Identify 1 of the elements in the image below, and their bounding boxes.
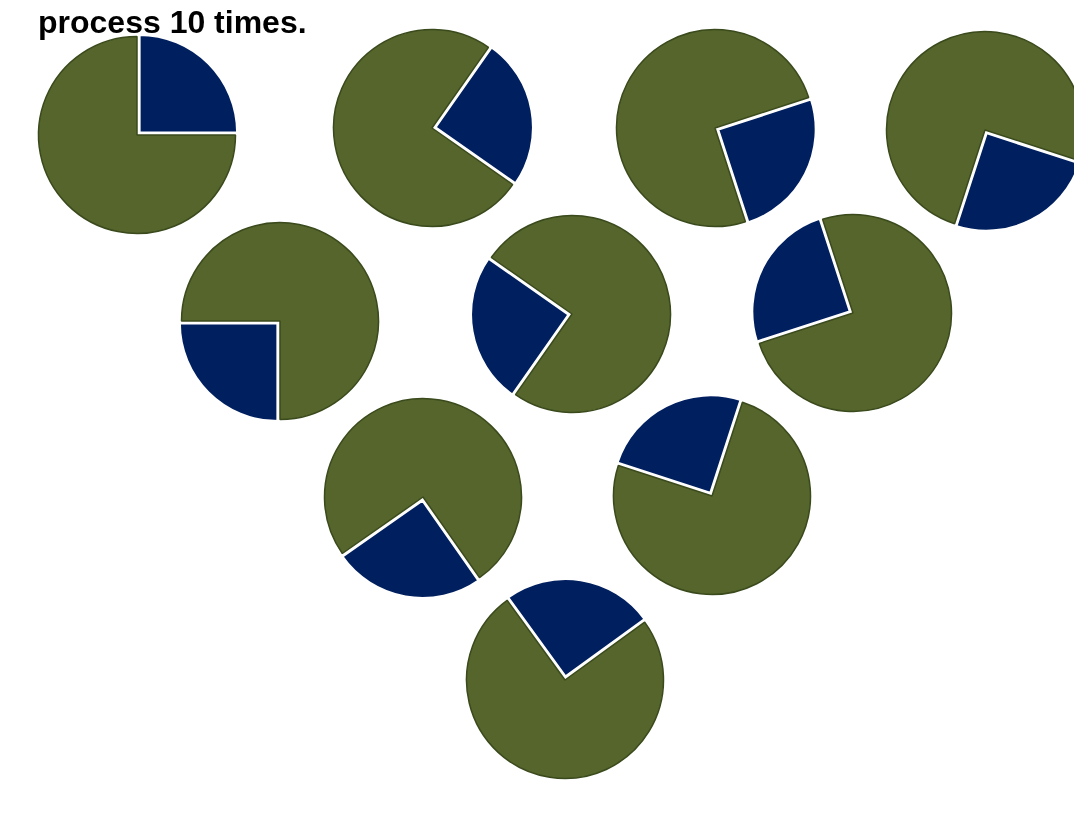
chart-title: process 10 times.	[38, 4, 307, 41]
